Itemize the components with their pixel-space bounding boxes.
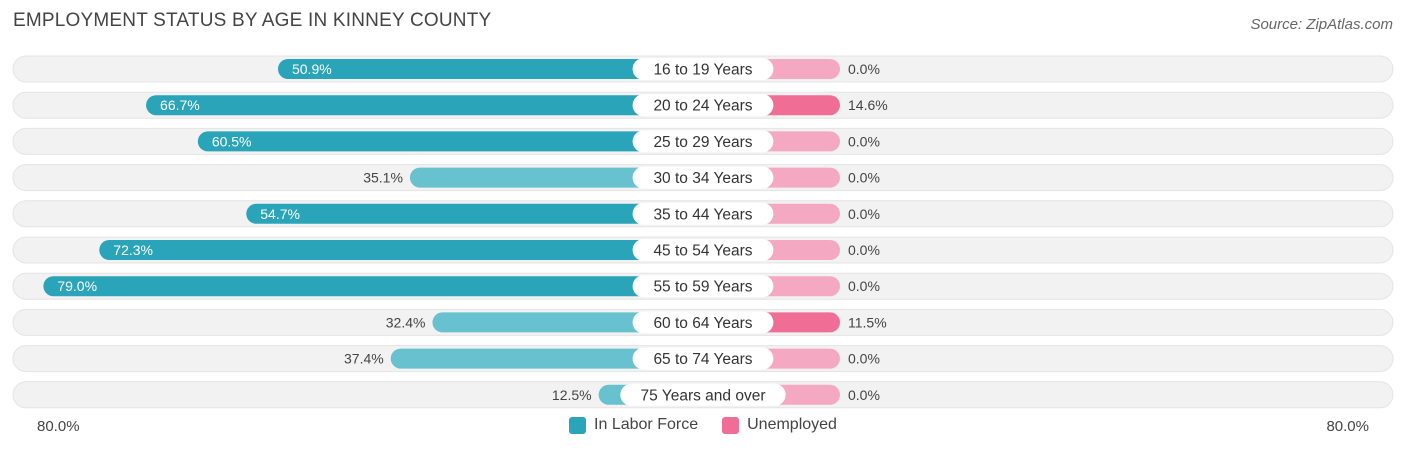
chart-title: EMPLOYMENT STATUS BY AGE IN KINNEY COUNT… [13, 10, 492, 31]
value-label-unemployed: 0.0% [848, 387, 880, 403]
axis-label-left: 80.0% [37, 418, 80, 435]
value-label-labor: 72.3% [113, 242, 153, 258]
value-label-unemployed: 0.0% [848, 206, 880, 222]
bar-labor [409, 167, 703, 188]
category-pill [632, 166, 774, 189]
bar-labor [43, 276, 704, 297]
category-label: 25 to 29 Years [653, 134, 752, 151]
category-label: 55 to 59 Years [653, 279, 752, 296]
category-pill [632, 311, 774, 334]
category-pill [632, 202, 774, 225]
axis-label-right: 80.0% [1326, 418, 1369, 435]
value-label-labor: 60.5% [212, 133, 252, 149]
category-label: 30 to 34 Years [653, 170, 752, 187]
category-pill [632, 347, 774, 370]
value-label-unemployed: 0.0% [848, 133, 880, 149]
category-label: 65 to 74 Years [653, 351, 752, 368]
value-label-unemployed: 0.0% [848, 278, 880, 294]
bar-labor [99, 240, 704, 260]
category-label: 45 to 54 Years [653, 243, 752, 260]
value-label-labor: 66.7% [160, 97, 200, 113]
value-label-labor: 37.4% [344, 351, 384, 367]
category-pill [620, 383, 786, 406]
category-label: 75 Years and over [641, 387, 766, 404]
bar-labor [197, 131, 703, 152]
category-pill [632, 130, 774, 153]
value-label-labor: 32.4% [386, 314, 426, 330]
category-label: 16 to 19 Years [653, 62, 752, 79]
value-label-unemployed: 11.5% [848, 314, 887, 330]
legend-label-unemployed: Unemployed [747, 416, 837, 433]
legend-swatch-unemployed [722, 416, 740, 434]
value-label-unemployed: 0.0% [848, 242, 880, 258]
value-label-labor: 50.9% [292, 61, 332, 77]
legend: In Labor Force Unemployed [0, 416, 1406, 434]
category-label: 35 to 44 Years [653, 206, 752, 223]
category-pill [632, 239, 774, 261]
bar-labor [277, 59, 703, 79]
category-label: 60 to 64 Years [653, 315, 752, 332]
value-label-unemployed: 0.0% [848, 61, 880, 77]
value-label-labor: 35.1% [363, 170, 403, 186]
value-label-unemployed: 0.0% [848, 170, 880, 186]
value-label-labor: 12.5% [552, 387, 592, 403]
legend-item-labor: In Labor Force [569, 416, 698, 434]
bar-labor [146, 95, 703, 116]
legend-label-labor: In Labor Force [594, 416, 699, 433]
bar-labor [246, 203, 703, 224]
bar-labor [390, 348, 703, 369]
legend-item-unemployed: Unemployed [722, 416, 837, 434]
legend-swatch-labor [569, 416, 587, 434]
category-pill [632, 58, 774, 80]
value-label-unemployed: 0.0% [848, 351, 880, 367]
category-pill [632, 275, 774, 298]
value-label-labor: 79.0% [57, 278, 97, 294]
value-label-labor: 54.7% [260, 206, 300, 222]
category-label: 20 to 24 Years [653, 98, 752, 115]
source-credit: Source: ZipAtlas.com [1250, 16, 1393, 33]
category-pill [632, 94, 774, 117]
value-label-unemployed: 14.6% [848, 97, 888, 113]
